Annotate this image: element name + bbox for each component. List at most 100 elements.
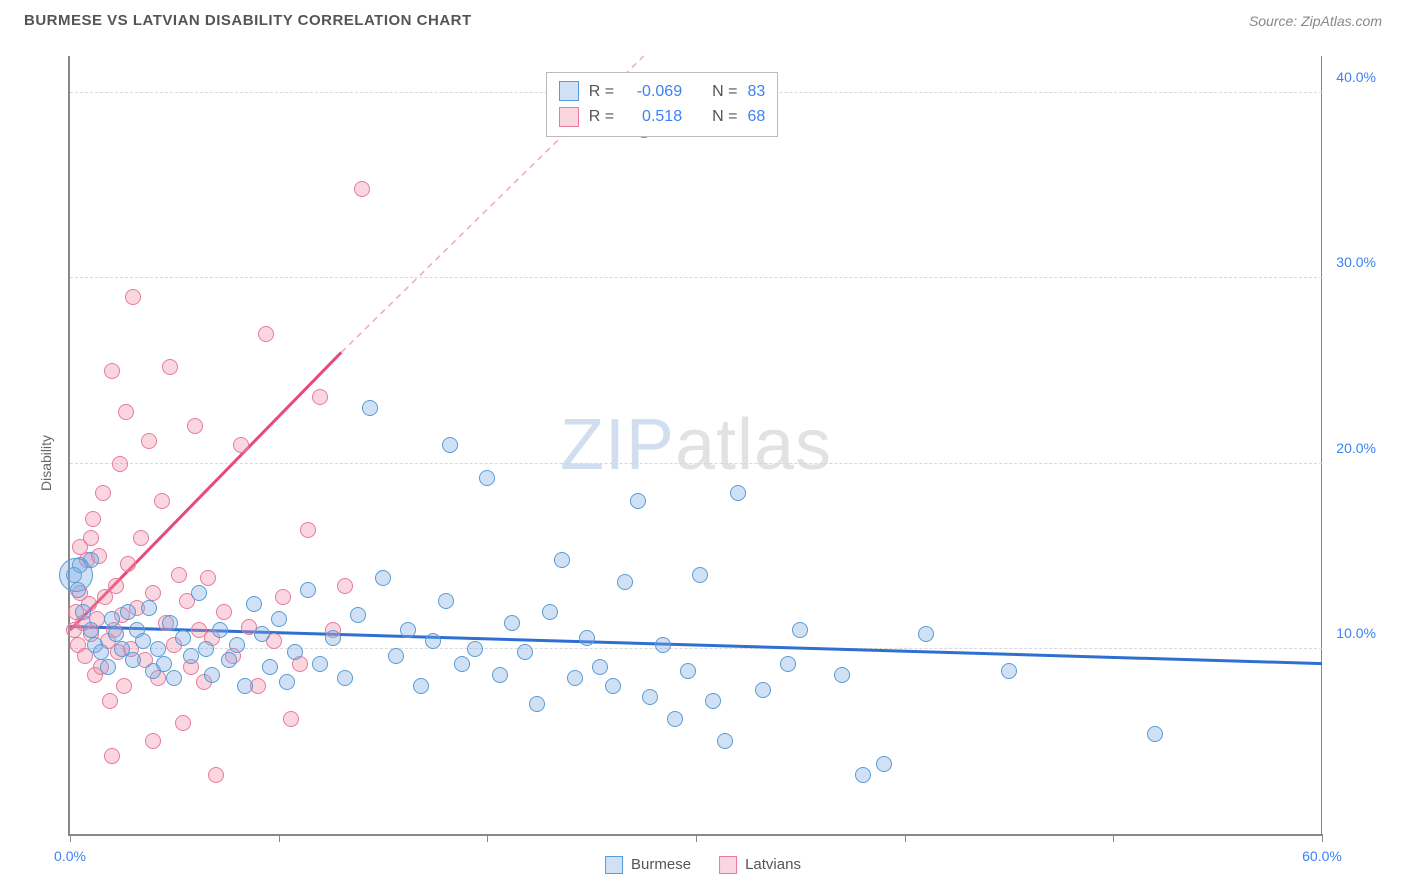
data-point-latvians — [125, 289, 141, 305]
stats-r-label: R = — [589, 104, 614, 130]
chart-area: Disability ZIPatlas 10.0%20.0%30.0%40.0%… — [24, 46, 1382, 880]
data-point-latvians — [337, 578, 353, 594]
trend-overlay — [70, 56, 1322, 834]
data-point-latvians — [112, 456, 128, 472]
data-point-burmese — [554, 552, 570, 568]
data-point-burmese — [141, 600, 157, 616]
data-point-burmese — [204, 667, 220, 683]
data-point-burmese — [388, 648, 404, 664]
stats-n-label: N = — [712, 104, 737, 130]
data-point-burmese — [246, 596, 262, 612]
data-point-latvians — [95, 485, 111, 501]
data-point-burmese — [792, 622, 808, 638]
data-point-burmese — [400, 622, 416, 638]
data-point-burmese — [617, 574, 633, 590]
data-point-burmese — [135, 633, 151, 649]
data-point-latvians — [312, 389, 328, 405]
data-point-burmese — [504, 615, 520, 631]
xtick — [70, 834, 71, 842]
data-point-burmese — [592, 659, 608, 675]
data-point-burmese — [108, 626, 124, 642]
data-point-burmese — [630, 493, 646, 509]
data-point-burmese — [579, 630, 595, 646]
data-point-burmese — [166, 670, 182, 686]
xtick-label: 60.0% — [1302, 848, 1342, 864]
data-point-burmese — [162, 615, 178, 631]
data-point-burmese — [918, 626, 934, 642]
data-point-burmese — [229, 637, 245, 653]
data-point-latvians — [141, 433, 157, 449]
data-point-latvians — [175, 715, 191, 731]
chart-title: BURMESE VS LATVIAN DISABILITY CORRELATIO… — [24, 12, 472, 29]
data-point-burmese — [262, 659, 278, 675]
data-point-burmese — [834, 667, 850, 683]
data-point-burmese — [271, 611, 287, 627]
data-point-burmese — [100, 659, 116, 675]
stats-box: R =-0.069N =83R =0.518N =68 — [546, 72, 778, 137]
data-point-burmese — [780, 656, 796, 672]
legend-swatch — [605, 856, 623, 874]
data-point-burmese — [156, 656, 172, 672]
data-point-latvians — [200, 570, 216, 586]
xtick — [1322, 834, 1323, 842]
data-point-latvians — [233, 437, 249, 453]
data-point-burmese — [59, 558, 93, 592]
chart-source: Source: ZipAtlas.com — [1249, 13, 1382, 29]
chart-header: BURMESE VS LATVIAN DISABILITY CORRELATIO… — [0, 0, 1406, 37]
data-point-burmese — [413, 678, 429, 694]
data-point-latvians — [258, 326, 274, 342]
data-point-burmese — [876, 756, 892, 772]
data-point-burmese — [717, 733, 733, 749]
data-point-burmese — [375, 570, 391, 586]
data-point-latvians — [108, 578, 124, 594]
data-point-latvians — [145, 585, 161, 601]
stats-r-label: R = — [589, 79, 614, 105]
xtick — [696, 834, 697, 842]
data-point-latvians — [154, 493, 170, 509]
stats-row: R =0.518N =68 — [559, 104, 765, 130]
data-point-burmese — [517, 644, 533, 660]
data-point-latvians — [216, 604, 232, 620]
data-point-burmese — [542, 604, 558, 620]
stats-r-value: 0.518 — [624, 104, 682, 130]
data-point-burmese — [705, 693, 721, 709]
stats-n-value: 83 — [747, 79, 765, 105]
data-point-latvians — [104, 363, 120, 379]
data-point-burmese — [183, 648, 199, 664]
legend-swatch — [559, 107, 579, 127]
data-point-burmese — [325, 630, 341, 646]
xtick — [905, 834, 906, 842]
legend-bottom: BurmeseLatvians — [605, 856, 801, 874]
data-point-burmese — [680, 663, 696, 679]
data-point-burmese — [692, 567, 708, 583]
data-point-burmese — [442, 437, 458, 453]
data-point-burmese — [125, 652, 141, 668]
data-point-burmese — [212, 622, 228, 638]
data-point-burmese — [221, 652, 237, 668]
data-point-burmese — [855, 767, 871, 783]
ytick-label: 20.0% — [1336, 440, 1376, 456]
stats-r-value: -0.069 — [624, 79, 682, 105]
data-point-burmese — [454, 656, 470, 672]
data-point-latvians — [171, 567, 187, 583]
data-point-burmese — [362, 400, 378, 416]
data-point-burmese — [254, 626, 270, 642]
data-point-burmese — [350, 607, 366, 623]
data-point-latvians — [300, 522, 316, 538]
data-point-burmese — [642, 689, 658, 705]
data-point-burmese — [655, 637, 671, 653]
data-point-burmese — [198, 641, 214, 657]
ytick-label: 10.0% — [1336, 625, 1376, 641]
data-point-latvians — [85, 511, 101, 527]
data-point-burmese — [1147, 726, 1163, 742]
data-point-burmese — [312, 656, 328, 672]
data-point-burmese — [492, 667, 508, 683]
data-point-latvians — [133, 530, 149, 546]
data-point-burmese — [1001, 663, 1017, 679]
data-point-burmese — [567, 670, 583, 686]
data-point-burmese — [667, 711, 683, 727]
legend-item: Burmese — [605, 856, 691, 874]
data-point-burmese — [755, 682, 771, 698]
data-point-burmese — [120, 604, 136, 620]
y-axis-label: Disability — [38, 435, 54, 491]
